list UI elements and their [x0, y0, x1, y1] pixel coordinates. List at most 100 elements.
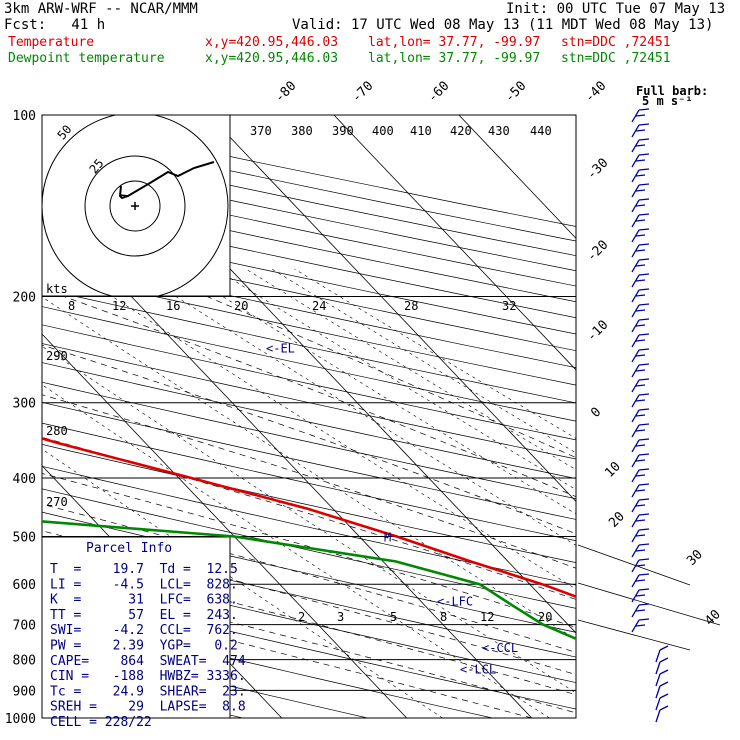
isotherm-label: -10 — [584, 318, 611, 345]
wind-barb-icon — [631, 588, 650, 603]
level-marker-ccl: <-CCL — [482, 641, 518, 655]
mixing-ratio-line — [245, 268, 576, 471]
theta-label: 290 — [46, 349, 68, 363]
mixing-ratio-label: 8 — [68, 299, 75, 313]
isotherm-line — [42, 333, 408, 718]
wind-barb-icon — [631, 288, 650, 303]
level-marker-lcl: <-LCL — [460, 663, 496, 677]
theta-label: 280 — [46, 424, 68, 438]
parcel-info-row: TT = 57 EL = 243. — [50, 608, 238, 623]
mixing-ratio-label: 3 — [337, 610, 344, 624]
wind-barb-icon — [631, 258, 650, 273]
mixing-ratio-line — [294, 268, 576, 439]
mixing-ratio-label: 12 — [112, 299, 126, 313]
plot-frame — [41, 114, 577, 719]
isotherm-line — [208, 115, 576, 503]
wind-barb-icon — [655, 681, 669, 699]
barb-key-line2: 5 m s⁻¹ — [642, 94, 693, 108]
theta-label: 420 — [450, 124, 472, 138]
parcel-info-row: T = 19.7 Td = 12.5 — [50, 562, 238, 577]
isotherm-label: -70 — [349, 79, 376, 106]
wind-barb-icon — [631, 423, 650, 438]
hodograph-ring-outer — [42, 115, 229, 296]
isotherm-label: 40 — [702, 607, 724, 629]
dry-adiabat-line — [42, 271, 576, 386]
parcel-info-row: Tc = 24.9 SHEAR= 23. — [50, 684, 246, 699]
parcel-info-row: SWI= -4.2 CCL= 762. — [50, 623, 238, 638]
wind-barb-icon — [655, 657, 669, 675]
wind-barb-icon — [631, 543, 650, 558]
sounding-profiles — [42, 437, 576, 641]
theta-label: 370 — [250, 124, 272, 138]
mixing-ratio-label: 24 — [312, 299, 326, 313]
parcel-info-title: Parcel Info — [86, 541, 172, 556]
temperature-station: stn=DDC ,72451 — [561, 35, 671, 50]
level-markers: <-EL <-LFC <-CCL <-LCL M — [266, 342, 518, 677]
wind-barb-icon — [631, 198, 650, 213]
wind-barb-icon — [631, 138, 650, 153]
theta-label: 270 — [46, 495, 68, 509]
wind-barb-icon — [631, 513, 650, 528]
dry-adiabat-line — [42, 511, 576, 633]
wind-barb-icon — [631, 363, 650, 378]
pressure-label-800: 800 — [13, 654, 36, 669]
level-marker-m: M — [384, 530, 391, 544]
mixing-ratio-lines — [42, 268, 576, 718]
dewpoint-profile — [42, 520, 576, 641]
isotherm-label: 0 — [588, 405, 604, 421]
wind-barb-icon — [631, 333, 650, 348]
pressure-label-600: 600 — [13, 578, 36, 593]
init-time: Init: 00 UTC Tue 07 May 13 — [506, 1, 726, 17]
dry-adiabat-line — [42, 306, 576, 422]
theta-label: 410 — [410, 124, 432, 138]
wind-barb-icon — [631, 573, 650, 588]
pressure-label-900: 900 — [13, 684, 36, 699]
moist-adiabat-line — [63, 296, 576, 498]
wind-barb-icon — [631, 438, 650, 453]
parcel-info-row: PW = 2.39 YGP= 0.2 — [50, 639, 238, 654]
mixing-ratio-label: 5 — [390, 610, 397, 624]
isotherm-line — [333, 115, 576, 371]
wind-barb-icon — [631, 318, 650, 333]
hodograph-inset: 25 50 kts — [41, 114, 231, 297]
wind-barb-icon — [631, 483, 650, 498]
mixing-ratio-label: 2 — [298, 610, 305, 624]
mixing-ratio-label: 28 — [404, 299, 418, 313]
parcel-info-row: LI = -4.5 LCL= 828. — [50, 577, 238, 592]
pressure-label-100: 100 — [13, 109, 36, 124]
parcel-info-rows: T = 19.7 Td = 12.5LI = -4.5 LCL= 828.K =… — [50, 562, 246, 730]
model-title: 3km ARW-WRF -- NCAR/MMM — [4, 1, 198, 17]
parcel-info-row: CAPE= 864 SWEAT= 474 — [50, 654, 246, 669]
moist-adiabat-line — [42, 592, 532, 718]
hodograph-origin — [131, 202, 139, 210]
dry-adiabat-line — [42, 465, 576, 586]
mixing-ratio-line — [132, 268, 576, 546]
wind-barb-icon — [655, 705, 669, 723]
hodograph-trace — [118, 161, 215, 200]
wind-barb-icon — [631, 213, 650, 228]
isotherm-label: 30 — [684, 547, 706, 569]
level-marker-lfc: <-LFC — [437, 594, 473, 608]
pressure-label-1000: 1000 — [5, 712, 36, 727]
hodograph-ring-inner — [109, 180, 161, 232]
dewpoint-legend: Dewpoint temperature — [8, 51, 165, 66]
isotherm-extension — [577, 544, 691, 586]
pressure-label-300: 300 — [13, 397, 36, 412]
dry-adiabat-line — [42, 254, 576, 369]
temperature-xy: x,y=420.95,446.03 — [205, 35, 339, 50]
wind-barb-icon — [631, 303, 650, 318]
parcel-info-row: K = 31 LFC= 638. — [50, 593, 238, 608]
wind-barb-icon — [655, 645, 669, 663]
wind-barb-icon — [631, 243, 650, 258]
pressure-label-500: 500 — [13, 530, 36, 545]
hodograph-storm-motion — [119, 194, 130, 197]
parcel-info-row: CELL = 228/22 — [50, 715, 152, 730]
mixing-ratio-label: 32 — [502, 299, 516, 313]
isotherm-label: -60 — [425, 79, 452, 106]
mixing-ratio-label: 16 — [166, 299, 180, 313]
parcel-info-frame — [41, 536, 231, 719]
dry-adiabat-line — [42, 343, 576, 460]
wind-barb-icon — [631, 558, 650, 573]
temperature-legend: Temperature — [8, 35, 95, 50]
dewpoint-xy: x,y=420.95,446.03 — [205, 51, 339, 66]
